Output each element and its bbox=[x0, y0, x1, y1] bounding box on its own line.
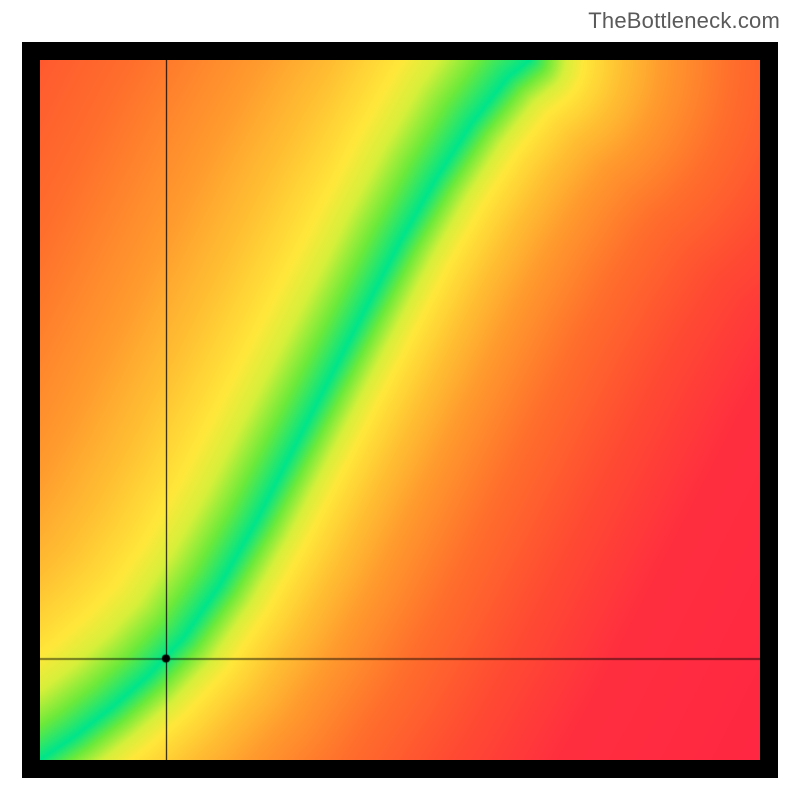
plot-frame bbox=[22, 42, 778, 778]
plot-area bbox=[40, 60, 760, 760]
figure-container: TheBottleneck.com bbox=[0, 0, 800, 800]
attribution-label: TheBottleneck.com bbox=[588, 8, 780, 34]
heatmap-canvas bbox=[40, 60, 760, 760]
